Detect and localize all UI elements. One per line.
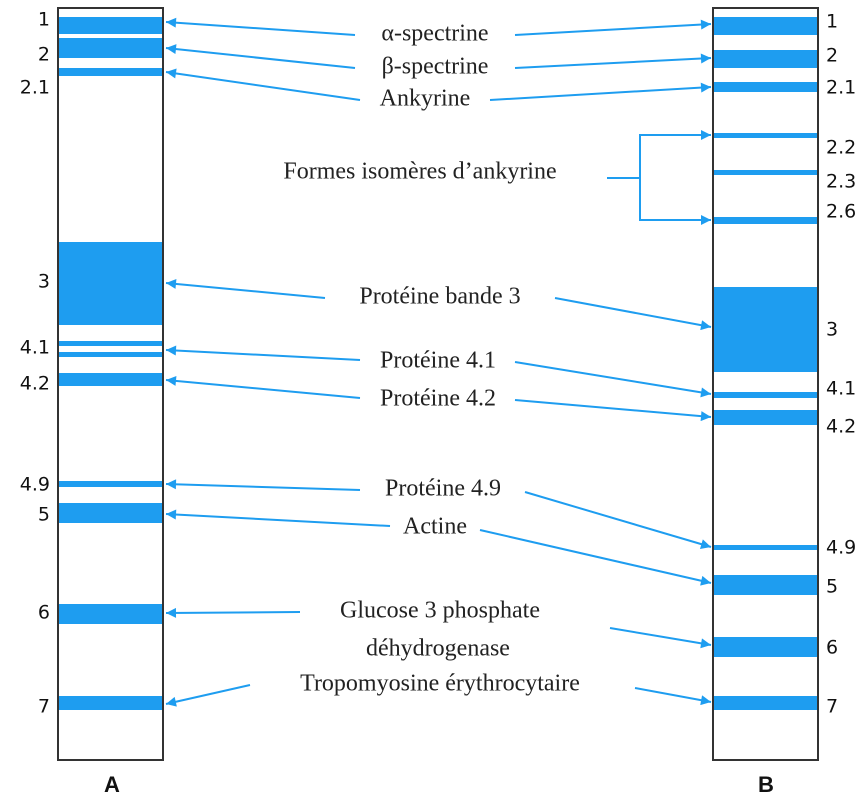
band-label: 4.9 (826, 537, 856, 559)
band-label: 6 (826, 637, 838, 659)
protein-label: Protéine bande 3 (359, 284, 520, 310)
protein-label: Actine (403, 514, 467, 540)
lane-label: A (104, 772, 120, 797)
protein-label: Glucose 3 phosphate (340, 598, 540, 624)
protein-label: Protéine 4.2 (380, 386, 496, 412)
band-label: 4.9 (20, 474, 50, 496)
lane-b (712, 7, 819, 761)
protein-label: Ankyrine (380, 86, 471, 112)
band-label: 2.6 (826, 201, 856, 223)
band-label: 1 (826, 11, 838, 33)
protein-label: Protéine 4.1 (380, 348, 496, 374)
band-label: 1 (38, 9, 50, 31)
band-label: 2.3 (826, 171, 856, 193)
band-label: 2 (38, 44, 50, 66)
arrows (165, 17, 712, 707)
protein-label: Tropomyosine érythrocytaire (300, 671, 580, 697)
band-label: 3 (38, 271, 50, 293)
band-label: 2.1 (826, 77, 856, 99)
band-label: 4.1 (826, 378, 856, 400)
band-label: 5 (826, 576, 838, 598)
band-label: 3 (826, 319, 838, 341)
protein-label: Protéine 4.9 (385, 476, 501, 502)
band-label: 7 (38, 696, 50, 718)
lane-label: B (758, 772, 774, 797)
band-label: 6 (38, 602, 50, 624)
protein-label: déhydrogenase (366, 636, 510, 662)
protein-label: α-spectrine (381, 21, 488, 47)
band-label: 5 (38, 504, 50, 526)
band-label: 2 (826, 45, 838, 67)
protein-label: β-spectrine (382, 54, 489, 80)
band-label: 4.1 (20, 337, 50, 359)
band-label: 2.1 (20, 77, 50, 99)
band-label: 4.2 (20, 373, 50, 395)
band-label: 2.2 (826, 137, 856, 159)
band-label: 4.2 (826, 416, 856, 438)
band-label: 7 (826, 696, 838, 718)
lane-a (57, 7, 164, 761)
protein-label: Formes isomères d’ankyrine (283, 159, 556, 185)
